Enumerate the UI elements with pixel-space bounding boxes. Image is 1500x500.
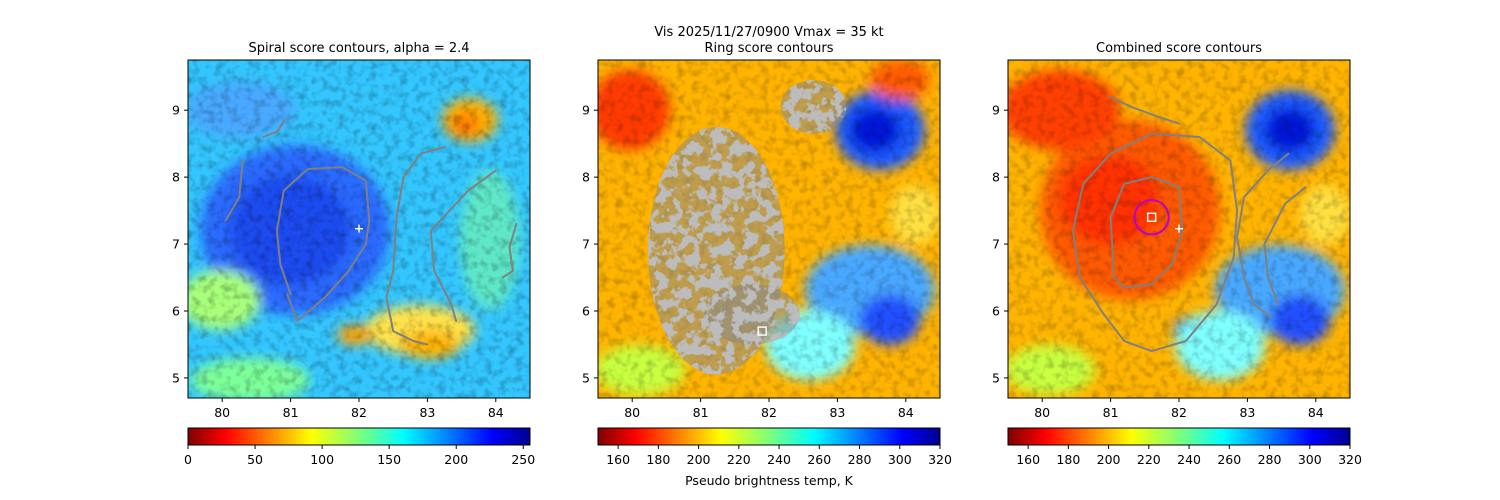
contour-layer-spiral xyxy=(224,119,518,346)
colorbar-tick-label: 200 xyxy=(444,452,468,467)
colorbar-tick-label: 160 xyxy=(606,452,630,467)
colorbar-tick-label: 280 xyxy=(848,452,872,467)
y-tick-label: 5 xyxy=(992,370,1000,385)
center-ring xyxy=(1133,199,1170,236)
panel-combined: Combined score contours 80 81 82 83 84 5 6 7 8 9 xyxy=(992,41,1362,467)
contour-dense-texture xyxy=(704,284,800,345)
center-square-marker xyxy=(757,326,767,336)
colorbar-tick-label: 320 xyxy=(1338,452,1362,467)
x-tick-label: 82 xyxy=(351,405,367,420)
panel-title-spiral: Spiral score contours, alpha = 2.4 xyxy=(248,41,469,56)
colorbar-tick-label: 200 xyxy=(687,452,711,467)
contour-line xyxy=(1263,186,1307,306)
y-tick-label: 7 xyxy=(992,237,1000,252)
colorbar-tick-label: 250 xyxy=(511,452,535,467)
colorbar-tick-label: 50 xyxy=(247,452,263,467)
center-plus-marker xyxy=(1175,224,1183,233)
x-tick-label: 81 xyxy=(1103,405,1119,420)
colorbar-label: Pseudo brightness temp, K xyxy=(685,473,854,488)
y-tick-label: 6 xyxy=(172,303,180,318)
center-plus-marker xyxy=(355,224,363,233)
contour-line xyxy=(262,119,287,138)
x-tick-label: 84 xyxy=(1308,405,1324,420)
y-tick-label: 5 xyxy=(172,370,180,385)
colorbar-ticks-spiral: 0 50 100 150 200 250 xyxy=(184,445,535,467)
colorbar-tick-label: 100 xyxy=(310,452,334,467)
y-tick-label: 9 xyxy=(992,103,1000,118)
contour-line xyxy=(1236,152,1290,319)
colorbar-ticks-ring: 160 180 200 220 240 260 280 300 320 xyxy=(606,445,952,467)
colorbar-tick-label: 240 xyxy=(767,452,791,467)
contour-line xyxy=(1109,95,1180,125)
colorbar-tick-label: 260 xyxy=(807,452,831,467)
x-tick-label: 80 xyxy=(1034,405,1050,420)
contour-dense-texture xyxy=(780,80,847,134)
axis-ticks-spiral: 80 81 82 83 84 5 6 7 8 9 xyxy=(172,103,504,420)
colorbar-tick-label: 320 xyxy=(928,452,952,467)
colorbar-tick-label: 200 xyxy=(1097,452,1121,467)
colorbar-tick-label: 220 xyxy=(1137,452,1161,467)
contour-line xyxy=(224,159,244,222)
x-tick-label: 83 xyxy=(419,405,435,420)
y-tick-label: 8 xyxy=(172,170,180,185)
figure-title: Vis 2025/11/27/0900 Vmax = 35 kt xyxy=(654,25,883,40)
colorbar-combined xyxy=(1007,427,1351,446)
x-tick-label: 83 xyxy=(1239,405,1255,420)
contour-line xyxy=(429,169,497,322)
y-tick-label: 6 xyxy=(992,303,1000,318)
y-tick-label: 8 xyxy=(582,170,590,185)
contour-line xyxy=(275,166,371,322)
colorbar-tick-label: 180 xyxy=(1056,452,1080,467)
panel-title-combined: Combined score contours xyxy=(1096,41,1262,56)
center-square-marker xyxy=(1146,212,1157,222)
colorbar-spiral xyxy=(187,427,531,446)
y-tick-label: 7 xyxy=(582,237,590,252)
contour-line xyxy=(385,146,446,346)
contour-layer-ring xyxy=(647,80,847,375)
axis-ticks-ring: 80 81 82 83 84 5 6 7 8 9 xyxy=(582,103,914,420)
contour-line xyxy=(501,223,518,279)
colorbar-tick-label: 300 xyxy=(1298,452,1322,467)
y-tick-label: 5 xyxy=(582,370,590,385)
colorbar-tick-label: 0 xyxy=(184,452,192,467)
colorbar-tick-label: 240 xyxy=(1177,452,1201,467)
colorbar-ring xyxy=(597,427,941,446)
panel-spiral: Spiral score contours, alpha = 2.4 80 81 8… xyxy=(172,41,535,467)
y-tick-label: 9 xyxy=(582,103,590,118)
x-tick-label: 84 xyxy=(488,405,504,420)
x-tick-label: 84 xyxy=(898,405,914,420)
axis-ticks-combined: 80 81 82 83 84 5 6 7 8 9 xyxy=(992,103,1324,420)
colorbar-tick-label: 160 xyxy=(1016,452,1040,467)
contour-line xyxy=(1072,132,1239,353)
x-tick-label: 83 xyxy=(829,405,845,420)
x-tick-label: 80 xyxy=(624,405,640,420)
colorbar-tick-label: 280 xyxy=(1258,452,1282,467)
x-tick-label: 81 xyxy=(693,405,709,420)
y-tick-label: 8 xyxy=(992,170,1000,185)
x-tick-label: 82 xyxy=(1171,405,1187,420)
colorbar-ticks-combined: 160 180 200 220 240 260 280 300 320 xyxy=(1016,445,1362,467)
contour-line xyxy=(1109,176,1184,289)
colorbar-tick-label: 150 xyxy=(377,452,401,467)
x-tick-label: 81 xyxy=(283,405,299,420)
colorbar-tick-label: 180 xyxy=(646,452,670,467)
colorbar-tick-label: 220 xyxy=(727,452,751,467)
y-tick-label: 7 xyxy=(172,237,180,252)
colorbar-tick-label: 260 xyxy=(1217,452,1241,467)
x-tick-label: 80 xyxy=(214,405,230,420)
heatmap-spiral xyxy=(188,60,530,398)
x-tick-label: 82 xyxy=(761,405,777,420)
colorbar-tick-label: 300 xyxy=(888,452,912,467)
panel-title-ring: Ring score contours xyxy=(704,41,833,56)
y-tick-label: 6 xyxy=(582,303,590,318)
y-tick-label: 9 xyxy=(172,103,180,118)
contour-layer-combined xyxy=(1072,95,1307,353)
